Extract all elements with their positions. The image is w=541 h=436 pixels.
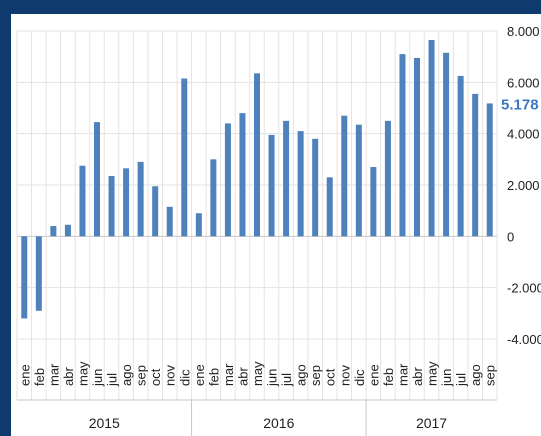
bar <box>370 167 377 237</box>
x-tick-label: abr <box>235 367 250 386</box>
year-label: 2017 <box>416 415 447 431</box>
y-tick-label: 8.000 <box>507 24 540 39</box>
bar <box>297 131 304 237</box>
bar <box>443 52 450 237</box>
bar <box>195 213 202 237</box>
x-tick-label: jun <box>265 369 280 387</box>
bar <box>268 134 275 237</box>
bar <box>326 177 333 237</box>
bar <box>428 39 435 237</box>
bar <box>283 120 290 237</box>
x-tick-label: nov <box>163 365 178 386</box>
x-tick-label: sep <box>134 365 149 386</box>
x-tick-label: ago <box>294 364 309 386</box>
bar <box>21 236 28 319</box>
bar <box>486 103 493 237</box>
bar <box>224 123 231 237</box>
x-tick-label: ago <box>119 364 134 386</box>
bar <box>210 159 217 237</box>
bar <box>355 124 362 237</box>
last-value-label: 5.178 <box>501 96 539 113</box>
x-tick-label: feb <box>206 368 221 386</box>
x-tick-label: jul <box>279 373 294 387</box>
bar <box>79 165 86 237</box>
y-tick-label: 2.000 <box>507 178 540 193</box>
y-tick-label: 6.000 <box>507 75 540 90</box>
bar <box>35 236 42 311</box>
bar <box>166 206 173 237</box>
bar <box>341 115 348 237</box>
year-label: 2015 <box>89 415 120 431</box>
x-tick-label: feb <box>381 368 396 386</box>
x-tick-label: abr <box>61 367 76 386</box>
year-label: 2016 <box>263 415 294 431</box>
bar <box>384 120 391 237</box>
y-tick-label: 0 <box>507 229 514 244</box>
x-tick-label: sep <box>483 365 498 386</box>
bar <box>399 54 406 237</box>
bar <box>472 93 479 237</box>
x-tick-label: jul <box>454 373 469 387</box>
x-tick-label: ene <box>192 364 207 386</box>
x-tick-label: dic <box>177 369 192 386</box>
x-tick-label: may <box>250 361 265 386</box>
x-tick-label: abr <box>410 367 425 386</box>
bar <box>414 57 420 237</box>
x-tick-label: ene <box>17 364 32 386</box>
bar <box>94 122 100 237</box>
bar <box>64 224 71 237</box>
bar <box>254 73 260 237</box>
x-tick-label: jun <box>90 369 105 387</box>
bar <box>123 168 130 237</box>
x-tick-label: mar <box>46 363 61 386</box>
x-tick-label: mar <box>395 363 410 386</box>
bar <box>152 186 159 237</box>
x-tick-label: sep <box>308 365 323 386</box>
x-tick-label: ene <box>366 364 381 386</box>
x-tick-label: feb <box>32 368 47 386</box>
x-tick-label: oct <box>323 368 338 386</box>
y-tick-label: -2.000 <box>507 281 541 296</box>
x-tick-label: may <box>425 361 440 386</box>
bar <box>457 75 464 237</box>
x-tick-label: jul <box>105 373 120 387</box>
bar <box>181 78 188 237</box>
bar <box>137 161 144 237</box>
y-tick-label: 4.000 <box>507 127 540 142</box>
x-tick-label: may <box>75 361 90 386</box>
bar <box>239 113 246 237</box>
bar <box>312 138 319 237</box>
y-tick-label: -4.000 <box>507 332 541 347</box>
x-tick-label: oct <box>148 368 163 386</box>
bar <box>108 176 115 237</box>
x-tick-label: nov <box>337 365 352 386</box>
x-tick-label: ago <box>468 364 483 386</box>
x-tick-label: dic <box>352 369 367 386</box>
bar <box>50 226 57 237</box>
x-tick-label: mar <box>221 363 236 386</box>
x-tick-label: jun <box>439 369 454 387</box>
